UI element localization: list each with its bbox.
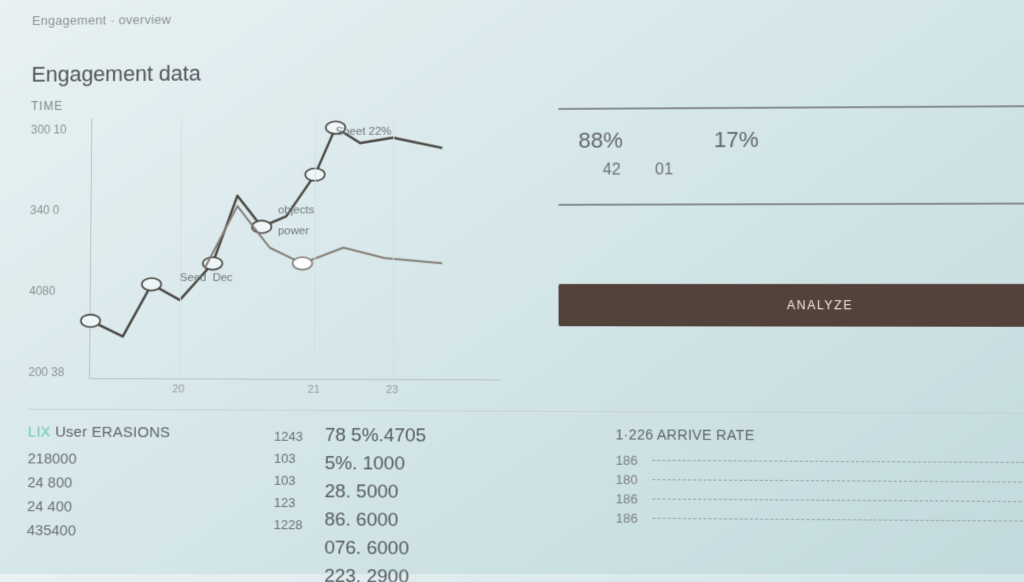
spark-dash [652,518,1024,522]
row-left: 180 [616,472,638,487]
metric-value: 17% [714,127,759,153]
analyze-button[interactable]: ANALYZE [559,284,1024,327]
panel-title: 1·226 ARRIVE RATE [615,426,1024,445]
center-main-values: 78 5%.4705 5%. 1000 28. 5000 86. 6000 076. 6… [324,425,426,582]
session-value: 24 400 [27,498,254,517]
session-value: 435400 [27,522,254,541]
session-value: 218000 [28,450,255,468]
stat-value: 5%. 1000 [325,453,427,476]
center-left-labels: 1243 103 103 123 1228 [273,425,303,582]
session-value: 24 800 [27,474,254,492]
x-tick: 23 [386,384,398,396]
stat-value: 86. 6000 [324,509,426,532]
stat-label: 1243 [274,429,303,444]
chart-plot-area: Sheet 22% objects power Seed Dec [89,116,500,380]
spark-dash [652,460,1024,463]
metric-row-mid: 42 01 [603,161,673,179]
arrive-rate-row: 18611.080 [616,510,1024,529]
stat-label: 103 [274,473,303,488]
page-title: Engagement data [31,59,504,82]
metric-divider [558,202,1024,205]
stat-label: 103 [274,451,303,466]
dashboard-screen: Engagement · overview Engagement data TI… [0,0,1024,582]
panel-title-accent: LIX [28,424,51,441]
arrive-rate-row: 18612.080 [616,491,1024,510]
data-point [142,278,162,291]
x-axis-ticks: 20 21 23 [89,383,500,402]
stat-label: 123 [274,495,303,510]
chart-annotation: Sheet 22% [336,126,392,138]
bottom-panels: LIX User ERASIONS 218000 24 800 24 400 4354… [26,409,1024,582]
metric-value: 88% [578,128,622,154]
arrive-rate-row: 18021.880 [616,472,1024,491]
stat-value: 28. 5000 [324,481,426,504]
arrive-rate-row: 18624.0100 [616,453,1024,471]
data-point [252,221,272,234]
topbar-crumb: Engagement · overview [32,3,1024,56]
stat-label: 1228 [274,517,303,532]
row-left: 186 [616,491,638,506]
y-tick: 300 10 [31,122,86,136]
data-point [293,257,313,270]
panel-title-text: User ERASIONS [55,424,170,441]
y-axis-ticks: 300 10 340 0 4080 200 38 [28,122,85,379]
chart-annotation: Seed [180,272,207,284]
y-axis-label: TIME [31,99,63,113]
row-left: 186 [616,453,638,468]
spark-dash [652,498,1024,502]
chart-annotation: Dec [212,272,232,284]
metric-divider [558,105,1024,110]
y-tick: 200 38 [28,365,83,379]
spark-dash [652,479,1024,483]
metric-value: 01 [655,161,673,179]
y-tick: 4080 [29,284,84,298]
metric-value: 42 [603,162,621,180]
chart-annotation: objects [278,204,314,216]
center-stats-panel: 1243 103 103 123 1228 78 5%.4705 5%. 1000 28. … [273,425,595,582]
arrive-rate-panel: 1·226 ARRIVE RATE 18624.010018021.880186… [615,426,1024,582]
data-point [81,315,101,328]
stat-value: 78 5%.4705 [325,425,426,448]
x-tick: 20 [172,383,184,395]
chart-annotation: power [278,225,309,237]
panel-title: LIX User ERASIONS [28,424,255,442]
y-tick: 340 0 [30,203,85,217]
user-sessions-panel: LIX User ERASIONS 218000 24 800 24 400 4354… [26,424,254,582]
metric-row-top: 88% 17% [578,125,1024,154]
side-metrics-panel: 88% 17% 42 01 ANALYZE [518,80,1024,407]
stat-value: 076. 6000 [324,538,426,561]
engagement-chart: TIME 300 10 340 0 4080 200 38 Sheet 22% obje… [28,92,504,404]
series-secondary [204,206,442,269]
x-tick: 21 [308,384,320,396]
row-left: 186 [616,510,638,525]
sessions-values: 218000 24 800 24 400 435400 [27,450,254,541]
